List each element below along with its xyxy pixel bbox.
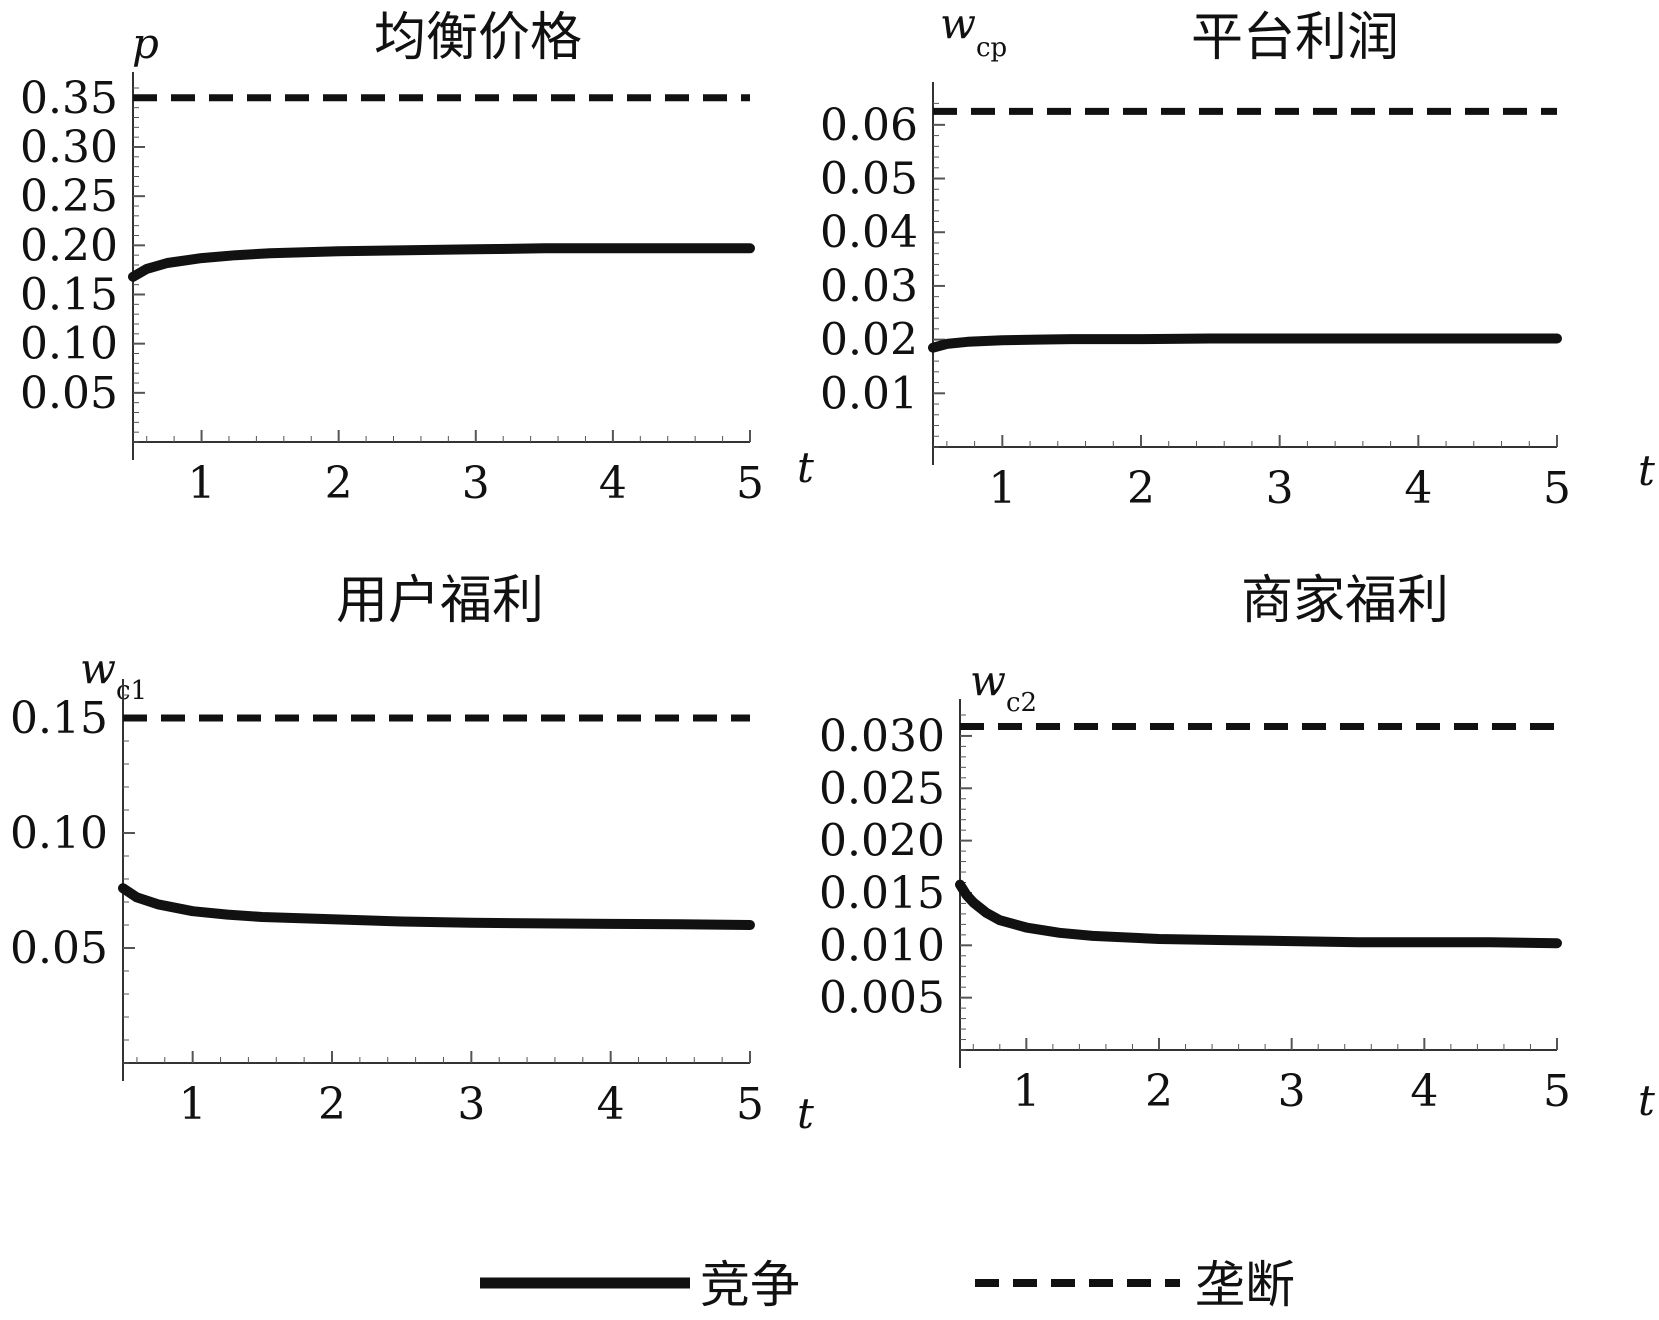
x-tick-label: 4 (1404, 463, 1432, 514)
y-tick-label: 0.05 (820, 154, 918, 205)
tick-labels: 1 2 3 4 5 0.050.100.150.200.250.300.35 (20, 73, 764, 509)
y-tick-label: 0.10 (20, 319, 118, 370)
x-axis-label: t (797, 443, 814, 492)
y-tick-label: 0.05 (10, 923, 108, 974)
tick-labels: 1 2 3 4 5 0.05 0.10 0.15 (10, 693, 764, 1130)
panel-merchant-welfare: 商家福利 wc2 t 1 2 3 4 5 0.0050.0100.0150.0200.02… (819, 571, 1655, 1125)
series-line-competition (128, 243, 755, 282)
y-tick-label: 0.25 (20, 171, 118, 222)
y-tick-label: 0.20 (20, 220, 118, 271)
x-tick-label: 2 (1127, 463, 1155, 514)
y-tick-label: 0.02 (820, 315, 918, 366)
y-axis-label: wc1 (80, 644, 147, 706)
series-group (955, 723, 1562, 949)
series-group (118, 714, 755, 930)
y-axis-label: wc2 (970, 656, 1037, 718)
x-tick-label: 2 (325, 458, 353, 509)
y-tick-label: 0.10 (10, 808, 108, 859)
panel-platform-profit: 平台利润 wcp t 1 2 3 4 5 0.010.020.030.040.050.06 (820, 0, 1655, 514)
y-tick-label: 0.35 (20, 73, 118, 124)
x-tick-label: 3 (1278, 1066, 1306, 1117)
panel-user-welfare: 用户福利 wc1 t 1 2 3 4 5 0.05 0.10 0.15 (10, 571, 814, 1138)
x-tick-label: 1 (1012, 1066, 1040, 1117)
legend-label: 垄断 (1195, 1256, 1295, 1314)
axes (122, 679, 751, 1081)
x-tick-label: 5 (1543, 463, 1571, 514)
panel-title: 用户福利 (336, 571, 544, 631)
x-tick-label: 4 (599, 458, 627, 509)
y-tick-label: 0.015 (819, 868, 945, 919)
series-line-competition (955, 879, 1562, 949)
x-tick-label: 3 (457, 1079, 485, 1130)
series-line-competition (118, 883, 755, 930)
panel-title: 平台利润 (1191, 8, 1399, 68)
x-tick-label: 5 (1543, 1066, 1571, 1117)
x-tick-label: 1 (988, 463, 1016, 514)
y-tick-label: 0.030 (819, 711, 945, 762)
y-tick-label: 0.025 (819, 763, 945, 814)
y-tick-label: 0.05 (20, 368, 118, 419)
y-tick-label: 0.15 (10, 693, 108, 744)
series-group (128, 94, 755, 282)
x-tick-label: 4 (1410, 1066, 1438, 1117)
y-tick-label: 0.06 (820, 100, 918, 151)
x-tick-label: 4 (597, 1079, 625, 1130)
legend: 竞争 垄断 (480, 1256, 1295, 1314)
y-axis-label: wcp (940, 0, 1007, 63)
x-axis-label: t (1638, 446, 1655, 495)
x-tick-label: 3 (1266, 463, 1294, 514)
y-tick-label: 0.020 (819, 816, 945, 867)
panel-title: 均衡价格 (374, 8, 582, 68)
x-tick-label: 5 (736, 458, 764, 509)
y-tick-label: 0.04 (820, 207, 918, 258)
axes (959, 699, 1558, 1068)
panel-equilibrium-price: 均衡价格 p t 1 2 3 4 5 0.050.100.150.200.250.300.… (20, 8, 814, 509)
x-tick-label: 1 (188, 458, 216, 509)
panel-title: 商家福利 (1241, 571, 1449, 631)
x-tick-label: 2 (1145, 1066, 1173, 1117)
y-tick-label: 0.03 (820, 261, 918, 312)
tick-labels: 1 2 3 4 5 0.010.020.030.040.050.06 (820, 100, 1571, 514)
y-tick-label: 0.30 (20, 122, 118, 173)
x-tick-label: 5 (736, 1079, 764, 1130)
series-group (928, 107, 1562, 353)
y-tick-label: 0.010 (819, 920, 945, 971)
x-tick-label: 1 (179, 1079, 207, 1130)
y-tick-label: 0.01 (820, 368, 918, 419)
axes (932, 82, 1558, 465)
x-tick-label: 3 (462, 458, 490, 509)
legend-label: 竞争 (700, 1256, 800, 1314)
y-tick-label: 0.005 (819, 973, 945, 1024)
axes (132, 72, 751, 460)
x-axis-label: t (1638, 1076, 1655, 1125)
x-axis-label: t (797, 1089, 814, 1138)
x-tick-label: 2 (318, 1079, 346, 1130)
series-line-competition (928, 333, 1562, 353)
y-tick-label: 0.15 (20, 270, 118, 321)
y-axis-label: p (132, 19, 159, 68)
